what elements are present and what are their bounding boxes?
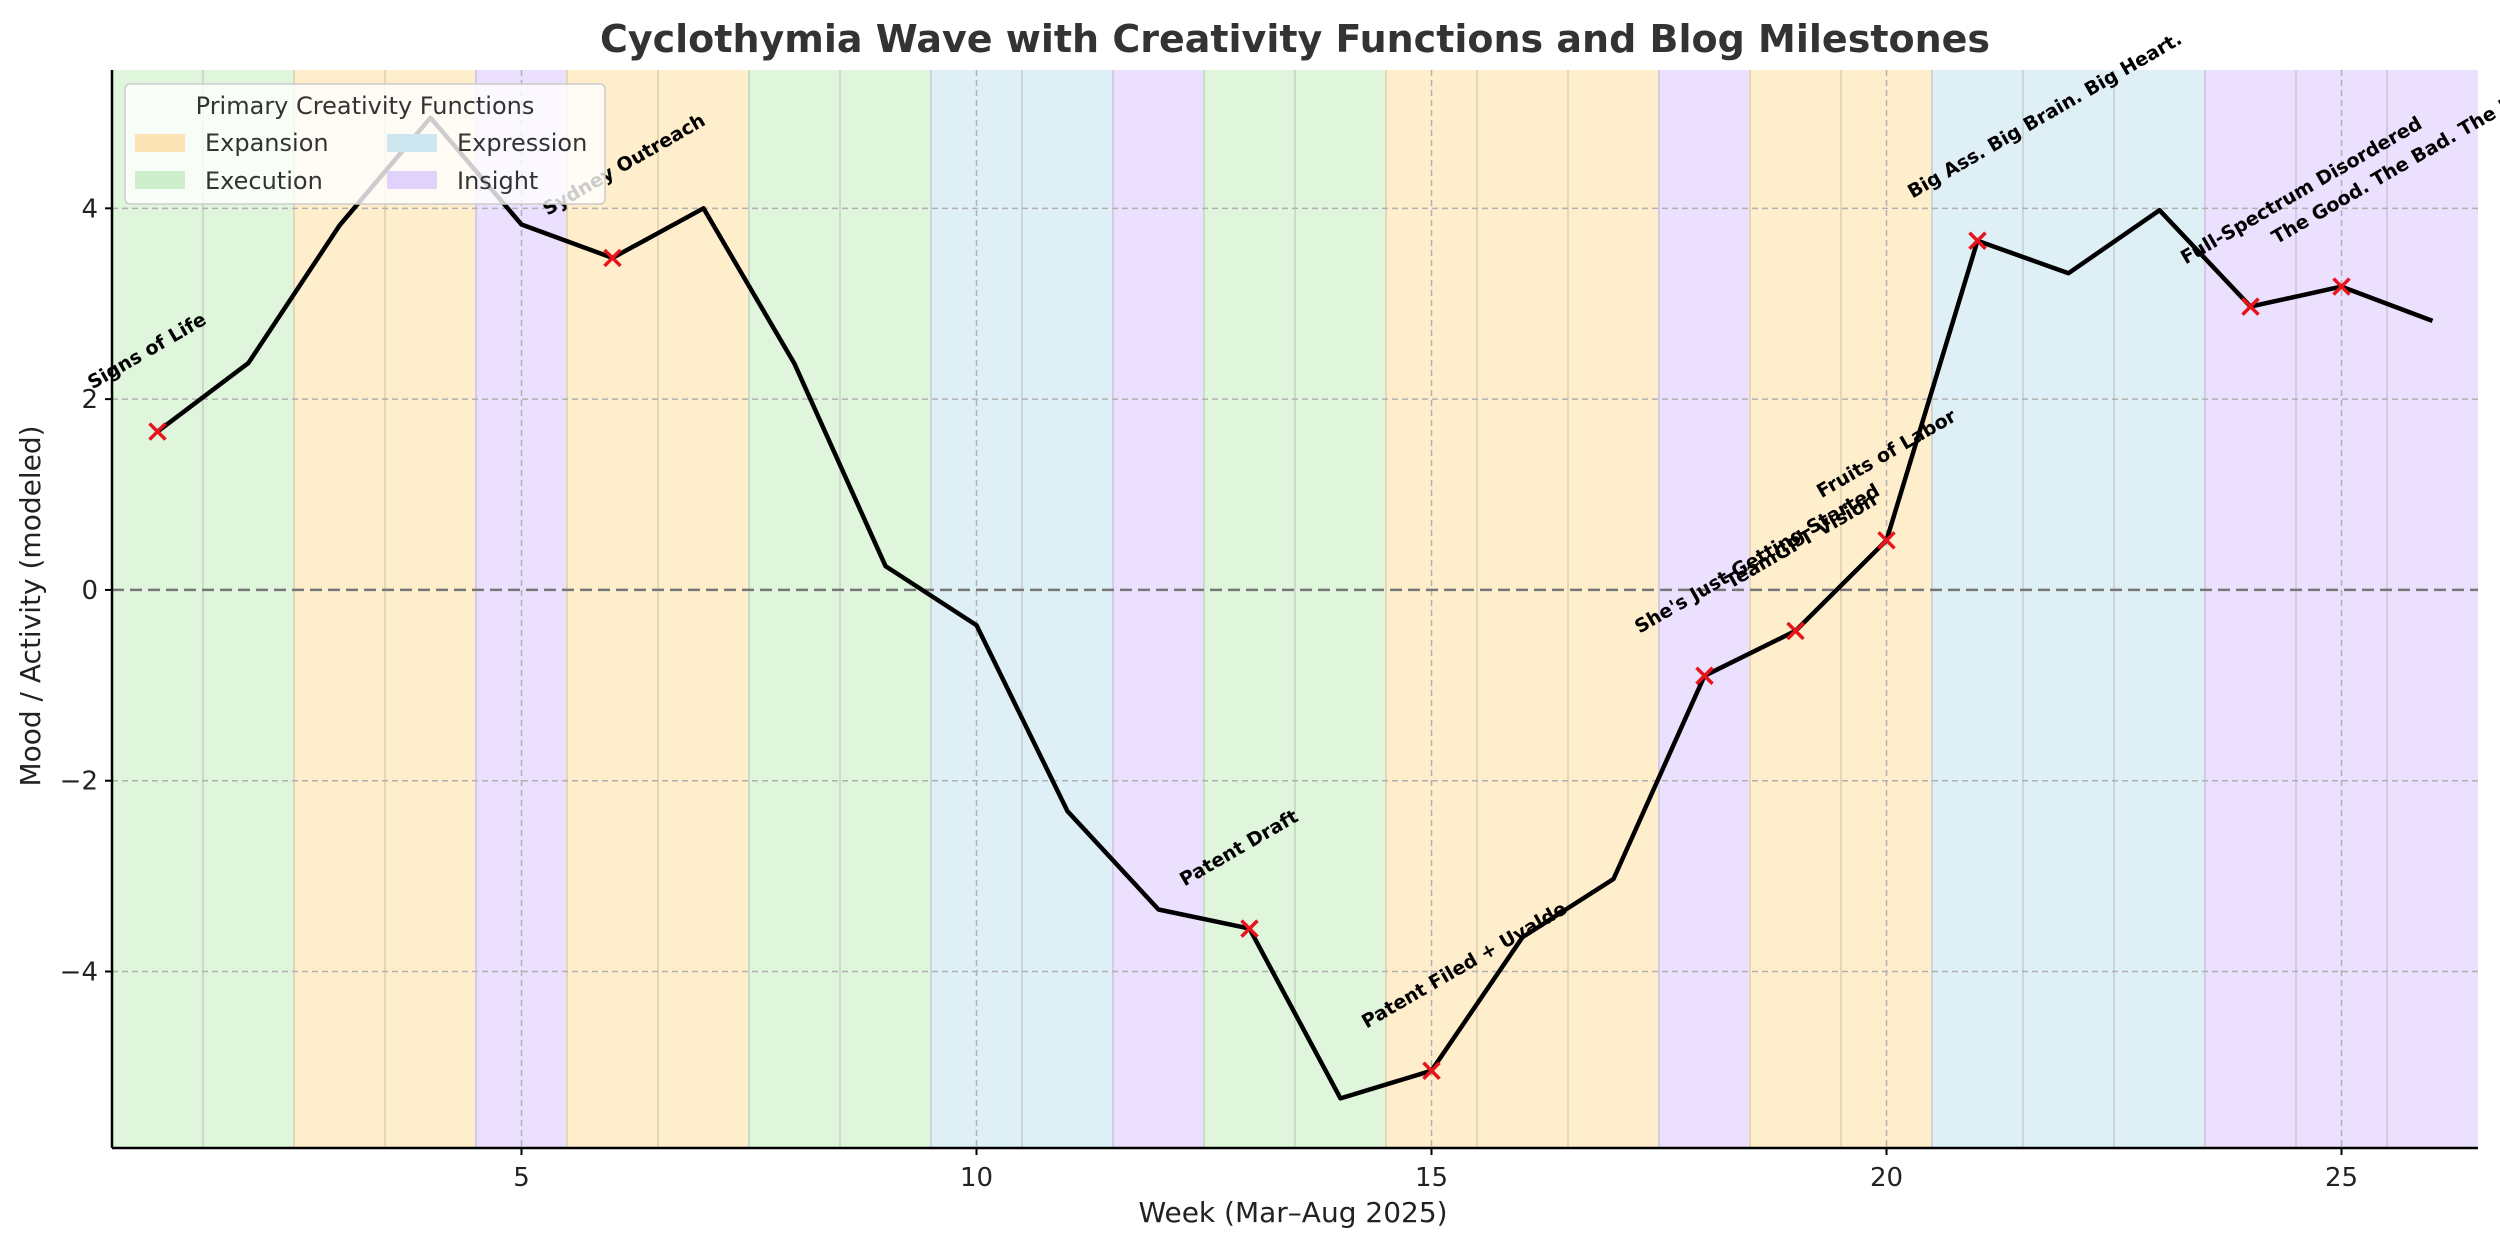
band-week-14 (1295, 70, 1386, 1148)
x-tick-label-15: 15 (1415, 1163, 1448, 1193)
legend-title: Primary Creativity Functions (196, 92, 535, 120)
band-week-25 (2296, 70, 2387, 1148)
band-week-6 (567, 70, 658, 1148)
band-week-24 (2205, 70, 2296, 1148)
milestone-markers (148, 231, 2351, 1080)
band-week-18 (1659, 70, 1750, 1148)
marker-week-25 (2332, 277, 2351, 296)
band-week-1 (112, 70, 203, 1148)
band-week-20 (1841, 70, 1932, 1148)
band-week-15 (1386, 70, 1477, 1148)
series-group (156, 115, 2434, 1101)
legend-swatch-expansion (135, 134, 185, 152)
band-week-12 (1113, 70, 1204, 1148)
x-tick-label-20: 20 (1870, 1163, 1903, 1193)
band-week-19 (1750, 70, 1841, 1148)
x-tick-label-5: 5 (513, 1163, 530, 1193)
marker-week-6 (603, 248, 622, 268)
x-axis-label: Week (Mar–Aug 2025) (1138, 1196, 1447, 1229)
marker-week-1 (148, 422, 167, 441)
y-tick-label-2: 0 (81, 576, 98, 606)
series-line (156, 115, 2434, 1101)
band-week-10 (931, 70, 1022, 1148)
band-week-13 (1204, 70, 1295, 1148)
band-week-4 (385, 70, 476, 1148)
axes (110, 70, 2478, 1150)
marker-week-21 (1968, 231, 1987, 251)
band-week-26 (2387, 70, 2478, 1148)
band-week-23 (2114, 70, 2205, 1148)
x-tick-label-10: 10 (960, 1163, 993, 1193)
marker-week-19 (1786, 621, 1805, 641)
legend-box (124, 83, 606, 205)
function-bands (111, 70, 2478, 1148)
marker-week-20 (1877, 531, 1896, 550)
legend-swatch-execution (135, 171, 185, 189)
marker-week-18 (1695, 666, 1714, 686)
y-axis-label: Mood / Activity (modeled) (14, 425, 47, 786)
y-tick-label-1: −2 (60, 767, 98, 797)
marker-week-15 (1422, 1061, 1441, 1080)
marker-week-24 (2241, 297, 2260, 316)
band-week-3 (294, 70, 385, 1148)
y-tick-label-0: −4 (60, 958, 98, 988)
band-week-17 (1568, 70, 1659, 1148)
legend-label-expression: Expression (457, 129, 587, 157)
band-week-8 (749, 70, 840, 1148)
y-tick-label-4: 4 (81, 194, 98, 224)
band-week-22 (2023, 70, 2114, 1148)
legend-swatch-expression (387, 134, 437, 152)
band-week-2 (203, 70, 294, 1148)
band-week-5 (476, 70, 567, 1148)
x-tick-label-25: 25 (2325, 1163, 2358, 1193)
band-week-9 (840, 70, 931, 1148)
legend: Primary Creativity Functions Expansion E… (124, 83, 606, 205)
marker-week-13 (1240, 919, 1259, 938)
legend-label-expansion: Expansion (205, 129, 329, 157)
legend-label-insight: Insight (457, 167, 538, 195)
legend-swatch-insight (387, 171, 437, 189)
tick-labels: 5 10 15 20 25 −4 −2 0 2 4 (60, 194, 2358, 1193)
chart-title: Cyclothymia Wave with Creativity Functio… (600, 17, 1990, 61)
band-week-11 (1022, 70, 1113, 1148)
band-week-16 (1477, 70, 1568, 1148)
legend-label-execution: Execution (205, 167, 323, 195)
band-week-7 (658, 70, 749, 1148)
band-week-21 (1932, 70, 2023, 1148)
y-tick-label-3: 2 (81, 385, 98, 415)
